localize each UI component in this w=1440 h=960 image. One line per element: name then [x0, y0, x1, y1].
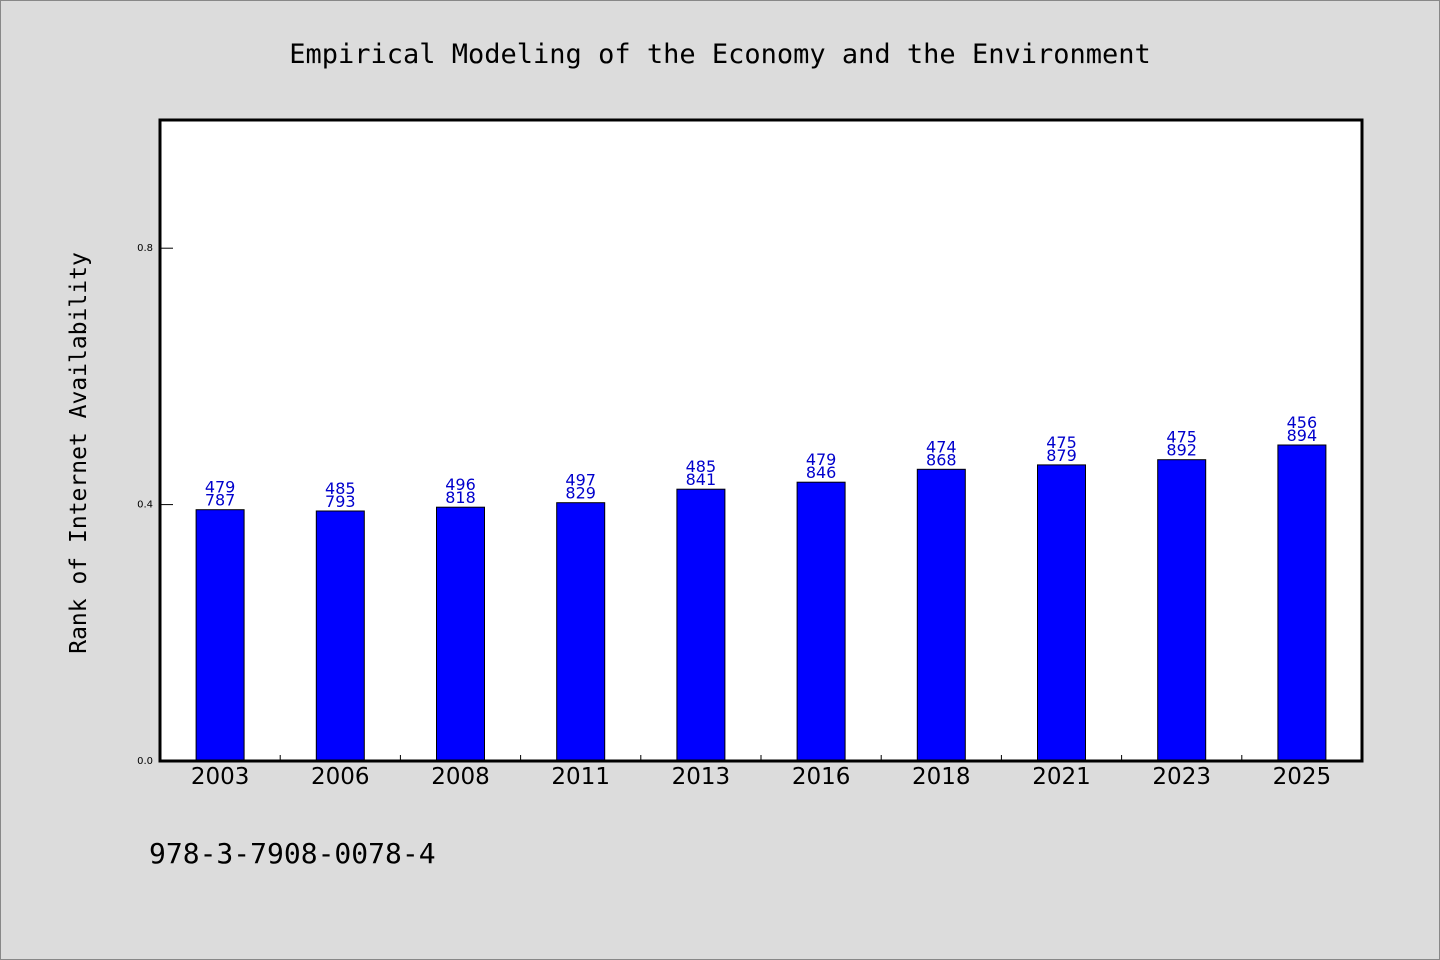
y-tick-label-0.0: 0.0 [137, 756, 153, 767]
data-label-2006-1: 485 [325, 479, 356, 498]
data-label-2018-2: 868 [926, 450, 957, 469]
data-label-2011-1: 497 [565, 471, 596, 490]
y-axis-label: Rank of Internet Availability [66, 252, 92, 654]
data-label-2023-1: 475 [1166, 428, 1197, 447]
x-tick-label-2016: 2016 [792, 764, 851, 790]
data-label-2008-1: 496 [445, 475, 476, 494]
x-axis: 2003 2006 2008 2011 2013 2016 2018 2021 2023 2025 [191, 755, 1331, 790]
data-label-2016-2: 846 [806, 463, 837, 482]
data-label-2003-2: 787 [205, 491, 236, 510]
data-label-2006-2: 793 [325, 492, 356, 511]
bar-2003 [195, 509, 245, 762]
bar-2008 [436, 506, 485, 762]
x-tick-label-2003: 2003 [191, 764, 250, 790]
data-label-2023-2: 892 [1166, 441, 1197, 460]
plot-frame [158, 118, 1364, 763]
data-labels-layer: 4797874857934968184978294858414798464748… [205, 413, 1317, 511]
bar-2016 [796, 481, 846, 762]
x-tick-label-2018: 2018 [912, 764, 971, 790]
data-label-2021-2: 879 [1046, 446, 1077, 465]
bar-2006 [315, 510, 365, 762]
data-label-2025-1: 456 [1287, 413, 1318, 432]
bar-2021 [1037, 464, 1086, 762]
x-tick-label-2021: 2021 [1032, 764, 1091, 790]
bar-2018 [916, 468, 966, 762]
x-tick-label-2013: 2013 [672, 764, 731, 790]
bar-2025 [1277, 444, 1327, 762]
data-label-2021-1: 475 [1046, 433, 1077, 452]
bar-2011 [556, 502, 606, 762]
y-tick-label-0.8: 0.8 [137, 243, 153, 254]
data-label-2008-2: 818 [445, 488, 476, 507]
data-label-2011-2: 829 [565, 484, 596, 503]
x-tick-label-2023: 2023 [1152, 764, 1211, 790]
bars-layer [195, 444, 1327, 762]
x-tick-label-2025: 2025 [1273, 764, 1332, 790]
data-label-2018-1: 474 [926, 437, 957, 456]
data-label-2013-1: 485 [686, 457, 717, 476]
data-label-2013-2: 841 [686, 470, 717, 489]
x-tick-label-2011: 2011 [551, 764, 610, 790]
data-label-2016-1: 479 [806, 450, 837, 469]
bar-2023 [1157, 459, 1207, 762]
bar-2013 [676, 488, 726, 762]
chart-title: Empirical Modeling of the Economy and th… [289, 39, 1151, 70]
x-tick-label-2006: 2006 [311, 764, 370, 790]
footer-identifier: 978-3-7908-0078-4 [149, 837, 436, 870]
data-label-2025-2: 894 [1287, 426, 1318, 445]
y-tick-label-0.4: 0.4 [137, 500, 153, 511]
data-label-2003-1: 479 [205, 478, 236, 497]
x-tick-label-2008: 2008 [431, 764, 490, 790]
